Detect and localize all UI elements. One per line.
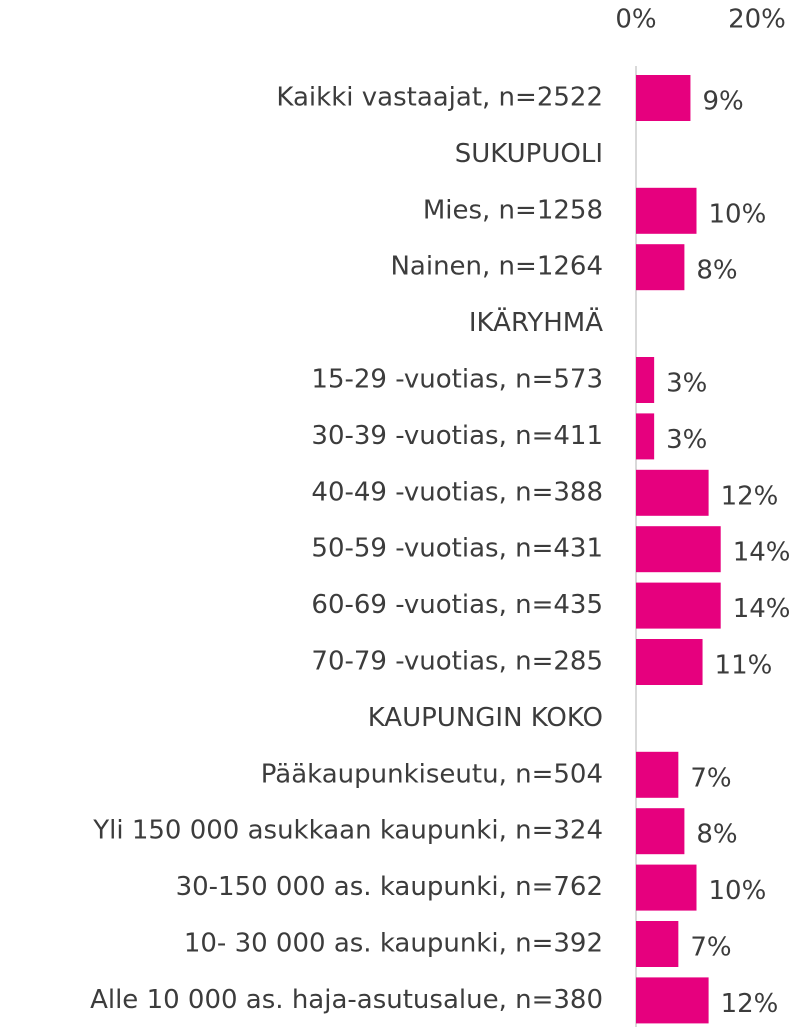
bar — [636, 413, 655, 460]
category-label: 15-29 -vuotias, n=573 — [311, 365, 603, 395]
value-label: 10% — [709, 876, 767, 906]
category-label: 10- 30 000 as. kaupunki, n=392 — [184, 929, 603, 959]
value-label: 14% — [733, 594, 791, 624]
value-label: 12% — [721, 989, 779, 1019]
category-label: Yli 150 000 asukkaan kaupunki, n=324 — [92, 816, 603, 846]
bar — [636, 357, 655, 403]
category-label: 70-79 -vuotias, n=285 — [311, 647, 603, 677]
value-label: 7% — [690, 933, 731, 963]
bar — [636, 187, 697, 234]
bar — [636, 751, 679, 798]
category-label: SUKUPUOLI — [455, 139, 603, 169]
bar — [636, 469, 709, 516]
bar — [636, 582, 721, 629]
bar — [636, 75, 691, 121]
bar — [636, 921, 679, 967]
category-label: Pääkaupunkiseutu, n=504 — [261, 759, 603, 789]
category-label: Kaikki vastaajat, n=2522 — [276, 83, 603, 113]
value-label: 8% — [696, 820, 737, 850]
value-label: 9% — [702, 87, 743, 117]
value-label: 3% — [666, 425, 707, 455]
bar — [636, 526, 721, 573]
x-tick-label: 0% — [615, 5, 656, 35]
value-label: 14% — [733, 538, 791, 568]
category-label: Nainen, n=1264 — [390, 252, 603, 282]
bar — [636, 244, 685, 291]
bar — [636, 864, 697, 911]
category-label: 30-150 000 as. kaupunki, n=762 — [176, 872, 603, 902]
category-label: 30-39 -vuotias, n=411 — [311, 421, 603, 451]
value-label: 12% — [721, 481, 779, 511]
bar — [636, 808, 685, 855]
category-label: Alle 10 000 as. haja-asutusalue, n=380 — [90, 985, 603, 1015]
category-label: 50-59 -vuotias, n=431 — [311, 534, 603, 564]
category-label: 60-69 -vuotias, n=435 — [311, 590, 603, 620]
bar — [636, 977, 709, 1024]
value-label: 8% — [696, 256, 737, 286]
value-label: 10% — [709, 199, 767, 229]
value-label: 7% — [690, 763, 731, 793]
category-label: IKÄRYHMÄ — [469, 306, 603, 338]
value-label: 3% — [666, 369, 707, 399]
x-tick-label: 20% — [728, 5, 786, 35]
category-label: 40-49 -vuotias, n=388 — [311, 477, 603, 507]
value-label: 11% — [715, 651, 773, 681]
category-label: Mies, n=1258 — [423, 195, 603, 225]
bar — [636, 639, 703, 685]
category-label: KAUPUNGIN KOKO — [368, 703, 603, 733]
